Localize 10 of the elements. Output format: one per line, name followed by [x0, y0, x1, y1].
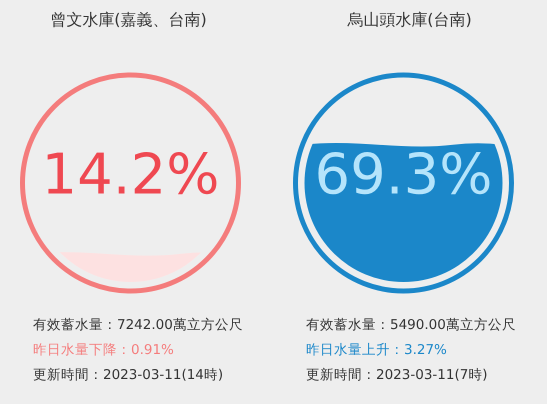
- text: 有效蓄水量：7242.00萬立方公尺: [33, 316, 243, 335]
- text: 有效蓄水量：5490.00萬立方公尺: [306, 316, 516, 335]
- text: 更新時間：2023-03-11(7時): [306, 366, 489, 385]
- text: 烏山頭水庫(台南): [346, 10, 473, 31]
- text: 昨日水量下降：0.91%: [33, 341, 175, 360]
- data-label: 14.2%: [42, 142, 220, 208]
- text: 昨日水量上升：3.27%: [306, 341, 448, 360]
- text: 更新時間：2023-03-11(14時): [33, 366, 224, 385]
- text: 曾文水庫(嘉義、台南): [49, 10, 208, 31]
- data-label: 69.3%: [314, 142, 492, 208]
